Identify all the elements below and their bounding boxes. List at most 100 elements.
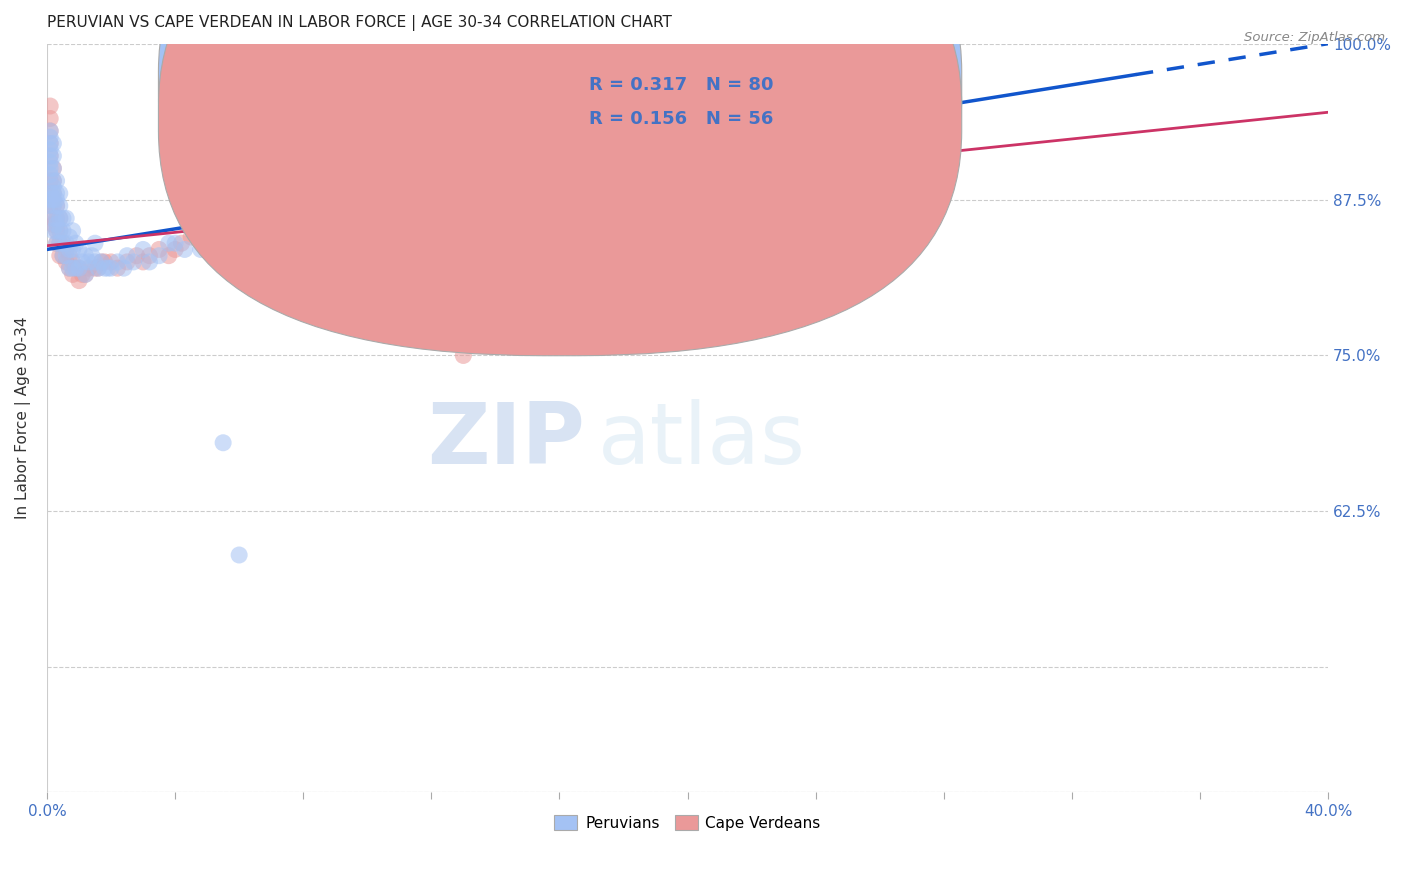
Point <box>42 193 65 207</box>
Point <box>115 255 138 269</box>
Point <box>39 124 62 138</box>
Point <box>45 236 67 251</box>
Point <box>58 261 80 276</box>
Point <box>180 230 202 244</box>
Point <box>70 268 93 282</box>
Point <box>55 211 77 226</box>
Point <box>49 199 72 213</box>
Point <box>122 255 145 269</box>
Point <box>125 249 148 263</box>
Point <box>84 236 107 251</box>
Point <box>39 174 62 188</box>
Point <box>45 211 67 226</box>
Text: atlas: atlas <box>598 399 806 482</box>
Point <box>39 143 62 157</box>
Point <box>39 186 62 201</box>
Point <box>548 99 571 113</box>
Point <box>49 211 72 226</box>
Point <box>100 261 122 276</box>
Point <box>42 211 65 226</box>
Y-axis label: In Labor Force | Age 30-34: In Labor Force | Age 30-34 <box>15 317 31 519</box>
Point <box>39 199 62 213</box>
Point <box>62 255 84 269</box>
Point <box>39 149 62 163</box>
Point <box>97 261 120 276</box>
Point <box>65 261 87 276</box>
Point <box>93 261 115 276</box>
Point <box>49 249 72 263</box>
Text: Source: ZipAtlas.com: Source: ZipAtlas.com <box>1244 31 1385 45</box>
Point <box>42 193 65 207</box>
Point <box>42 199 65 213</box>
Point <box>190 243 212 257</box>
Point <box>87 261 110 276</box>
Point <box>39 130 62 145</box>
Point <box>42 199 65 213</box>
Point <box>39 112 62 126</box>
Point <box>84 255 107 269</box>
Point <box>62 243 84 257</box>
Point <box>170 236 193 251</box>
Point <box>260 261 283 276</box>
Point <box>676 37 699 51</box>
FancyBboxPatch shape <box>522 55 886 156</box>
Point <box>484 336 506 351</box>
Point <box>45 174 67 188</box>
Point <box>55 243 77 257</box>
Point <box>90 255 112 269</box>
Point <box>52 249 75 263</box>
Point <box>45 218 67 232</box>
Point <box>42 136 65 151</box>
Point <box>49 211 72 226</box>
Point <box>67 274 90 288</box>
Point <box>84 261 107 276</box>
Point <box>132 255 155 269</box>
Point <box>55 255 77 269</box>
Point <box>55 249 77 263</box>
Point <box>148 243 170 257</box>
Point <box>42 161 65 176</box>
Point <box>39 186 62 201</box>
Point <box>39 99 62 113</box>
Point <box>107 255 129 269</box>
Point <box>58 230 80 244</box>
Point <box>58 261 80 276</box>
Point <box>75 268 97 282</box>
Point <box>173 243 195 257</box>
Point <box>70 255 93 269</box>
Point <box>58 243 80 257</box>
Point <box>35 199 58 213</box>
Point <box>138 249 160 263</box>
Point <box>65 261 87 276</box>
Point <box>228 548 250 562</box>
Point <box>39 193 62 207</box>
Text: PERUVIAN VS CAPE VERDEAN IN LABOR FORCE | AGE 30-34 CORRELATION CHART: PERUVIAN VS CAPE VERDEAN IN LABOR FORCE … <box>46 15 672 31</box>
Point <box>52 249 75 263</box>
Point <box>165 236 187 251</box>
Point <box>39 136 62 151</box>
Point <box>67 243 90 257</box>
Point <box>77 255 100 269</box>
Text: R = 0.317   N = 80: R = 0.317 N = 80 <box>589 76 773 94</box>
Point <box>45 236 67 251</box>
Point <box>42 161 65 176</box>
Point <box>190 230 212 244</box>
Point <box>49 186 72 201</box>
Point <box>42 174 65 188</box>
Point <box>52 224 75 238</box>
Point <box>49 224 72 238</box>
Point <box>107 261 129 276</box>
Point <box>100 255 122 269</box>
Point <box>49 236 72 251</box>
Point <box>243 261 266 276</box>
Point <box>115 249 138 263</box>
FancyBboxPatch shape <box>159 0 962 356</box>
Point <box>62 268 84 282</box>
Point <box>42 218 65 232</box>
Point <box>45 211 67 226</box>
Point <box>45 224 67 238</box>
Point <box>45 199 67 213</box>
Point <box>75 268 97 282</box>
Point <box>39 168 62 182</box>
Point <box>42 149 65 163</box>
